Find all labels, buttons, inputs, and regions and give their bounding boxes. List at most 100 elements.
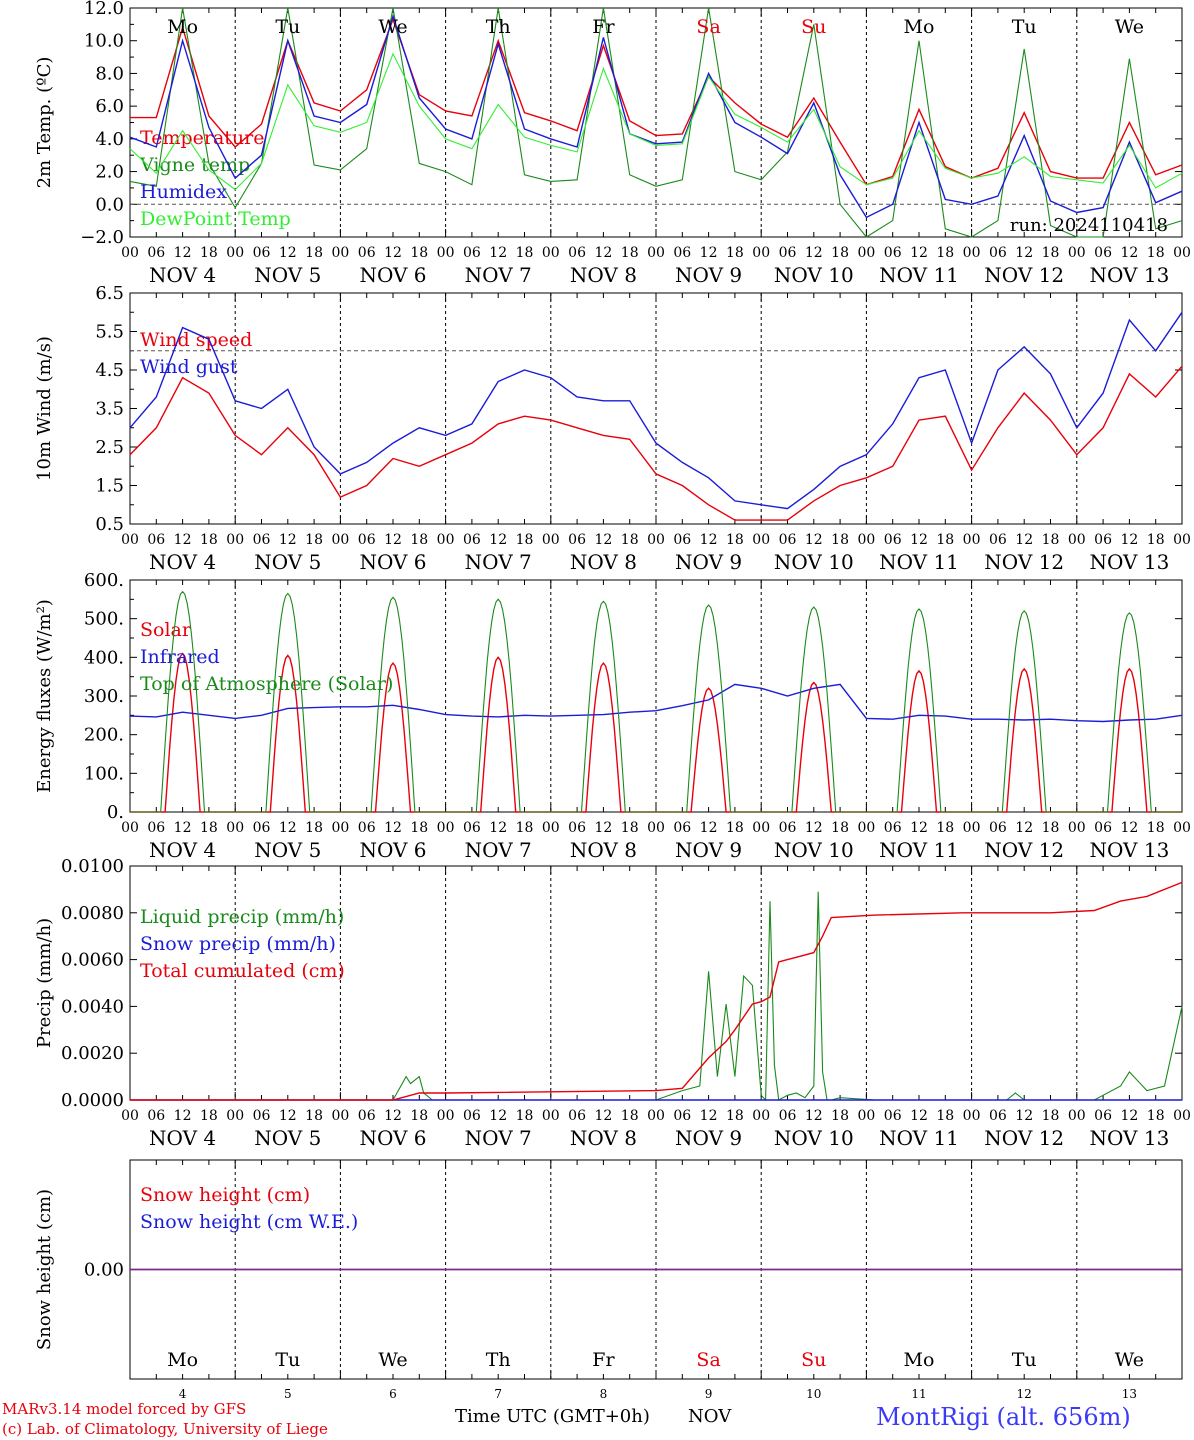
hour-label: 18: [831, 820, 849, 836]
y-tick-label: 0.0040: [61, 996, 124, 1017]
hour-label: 06: [463, 532, 481, 548]
hour-label: 06: [779, 532, 797, 548]
hour-label: 00: [857, 245, 875, 261]
hour-label: 00: [437, 532, 455, 548]
hour-label: 06: [147, 820, 165, 836]
day-name: Tu: [275, 1349, 300, 1371]
day-name: Tu: [1012, 16, 1037, 38]
hour-label: 00: [121, 532, 139, 548]
y-tick-label: 8.0: [95, 63, 124, 84]
hour-label: 12: [1015, 245, 1033, 261]
hour-label: 06: [253, 245, 271, 261]
day-name: We: [378, 16, 407, 38]
hour-label: 06: [358, 532, 376, 548]
y-tick-label: 4.5: [95, 360, 124, 381]
hour-label: 12: [1015, 820, 1033, 836]
hour-label: 18: [621, 532, 639, 548]
hour-label: 00: [542, 1108, 560, 1124]
date-label: NOV 6: [359, 263, 426, 287]
y-tick-label: 10.0: [84, 31, 124, 52]
day-name: We: [378, 1349, 407, 1371]
time-axis-label: Time UTC (GMT+0h): [455, 1406, 650, 1427]
hour-label: 00: [226, 532, 244, 548]
date-label: NOV 5: [254, 263, 321, 287]
y-tick-label: 5.5: [95, 322, 124, 343]
hour-label: 18: [410, 532, 428, 548]
legend-entry: Infrared: [140, 646, 220, 668]
hour-label: 18: [200, 245, 218, 261]
series-line: [129, 365, 1183, 521]
hour-label: 12: [174, 820, 192, 836]
y-axis-label: Precip (mm/h): [34, 918, 55, 1048]
hour-label: 12: [910, 245, 928, 261]
hour-label: 12: [1120, 532, 1138, 548]
series-line: [130, 881, 1183, 1101]
hour-label: 00: [963, 532, 981, 548]
hour-label: 00: [437, 820, 455, 836]
hour-label: 18: [410, 820, 428, 836]
date-label: NOV 6: [359, 838, 426, 862]
hour-label: 06: [673, 1108, 691, 1124]
hour-label: 18: [621, 1108, 639, 1124]
date-label: NOV 12: [984, 838, 1064, 862]
hour-label: 00: [857, 1108, 875, 1124]
y-tick-label: 0.00: [84, 1260, 124, 1281]
day-name: Mo: [904, 16, 935, 38]
hour-label: 06: [253, 1108, 271, 1124]
hour-label: 12: [279, 1108, 297, 1124]
hour-label: 06: [1094, 245, 1112, 261]
hour-label: 06: [1094, 532, 1112, 548]
hour-label: 18: [200, 820, 218, 836]
hour-label: 06: [568, 820, 586, 836]
y-axis-label: 2m Temp. (ºC): [34, 57, 55, 189]
day-name: Fr: [592, 16, 615, 38]
hour-label: 06: [989, 245, 1007, 261]
y-tick-label: 400.: [84, 647, 124, 668]
hour-label: 18: [936, 532, 954, 548]
hour-label: 00: [752, 245, 770, 261]
hour-label: 12: [594, 532, 612, 548]
date-label: NOV 10: [774, 1126, 854, 1150]
hour-label: 12: [1120, 245, 1138, 261]
legend-entry: Snow height (cm W.E.): [140, 1211, 358, 1233]
y-tick-label: 6.5: [95, 283, 124, 304]
day-name: Su: [801, 1349, 826, 1371]
hour-label: 12: [489, 245, 507, 261]
hour-label: 12: [805, 1108, 823, 1124]
day-name: Th: [486, 1349, 511, 1371]
date-label: NOV 7: [465, 838, 532, 862]
hour-label: 18: [410, 1108, 428, 1124]
station-label: MontRigi (alt. 656m): [876, 1403, 1131, 1431]
hour-label: 00: [752, 532, 770, 548]
hour-label: 00: [331, 1108, 349, 1124]
hour-label: 00: [647, 820, 665, 836]
y-tick-label: 0.0020: [61, 1043, 124, 1064]
hour-label: 00: [331, 245, 349, 261]
date-label: NOV 6: [359, 550, 426, 574]
hour-label: 06: [989, 1108, 1007, 1124]
day-name: Mo: [167, 16, 198, 38]
y-tick-label: 6.0: [95, 96, 124, 117]
hour-label: 06: [989, 820, 1007, 836]
hour-label: 12: [489, 1108, 507, 1124]
series-line: [129, 52, 1183, 191]
hour-label: 06: [253, 532, 271, 548]
day-number: 7: [494, 1387, 502, 1401]
date-label: NOV 12: [984, 263, 1064, 287]
date-label: NOV 11: [879, 838, 959, 862]
day-number: 5: [284, 1387, 292, 1401]
hour-label: 12: [700, 245, 718, 261]
date-label: NOV 11: [879, 550, 959, 574]
hour-label: 06: [673, 820, 691, 836]
legend-entry: Wind speed: [140, 329, 252, 351]
hour-label: 12: [910, 532, 928, 548]
date-label: NOV 10: [774, 550, 854, 574]
hour-label: 06: [884, 820, 902, 836]
y-tick-label: 600.: [84, 570, 124, 591]
hour-label: 06: [779, 820, 797, 836]
legend-entry: Snow height (cm): [140, 1184, 310, 1206]
hour-label: 00: [1068, 1108, 1086, 1124]
legend-entry: Liquid precip (mm/h): [140, 906, 344, 928]
y-tick-label: 0.: [107, 802, 124, 823]
hour-label: 18: [936, 245, 954, 261]
